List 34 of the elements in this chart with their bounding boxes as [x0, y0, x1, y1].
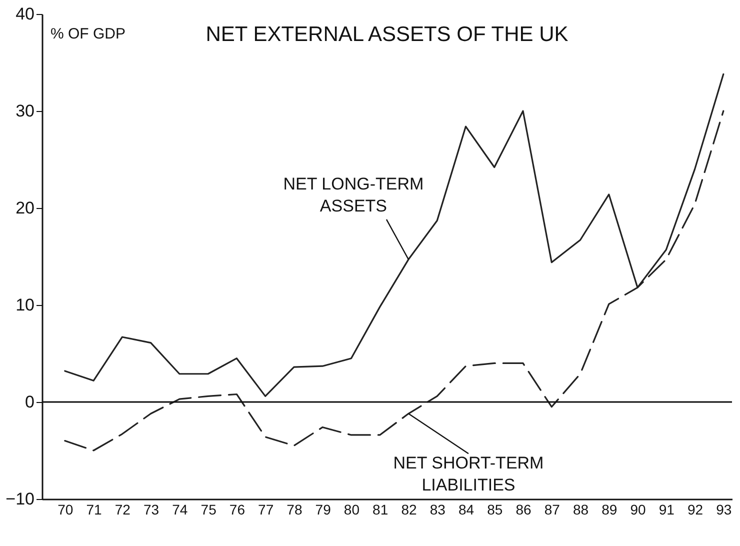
x-tick-label: 73: [144, 502, 160, 518]
x-tick-label: 82: [401, 502, 417, 518]
x-tick-label: 80: [344, 502, 360, 518]
series-label: NET LONG-TERM ASSETS: [283, 174, 424, 216]
x-tick-label: 83: [430, 502, 446, 518]
y-tick-label: −10: [6, 490, 34, 508]
x-tick-label: 74: [172, 502, 188, 518]
x-tick-label: 89: [602, 502, 618, 518]
y-tick-label: 40: [16, 4, 34, 24]
y-tick-label: 30: [16, 102, 34, 120]
x-tick-label: 77: [258, 502, 274, 518]
x-tick-label: 91: [658, 502, 675, 518]
x-tick-label: 76: [229, 502, 246, 518]
x-tick-label: 87: [544, 502, 560, 518]
x-tick-label: 90: [630, 502, 646, 518]
x-tick-label: 71: [86, 502, 102, 518]
x-tick-label: 79: [315, 502, 332, 518]
x-tick-label: 70: [58, 502, 74, 518]
x-tick-label: 84: [458, 502, 474, 518]
x-tick-label: 81: [372, 502, 388, 518]
x-tick-label: 92: [687, 502, 704, 518]
y-tick-label: 0: [25, 392, 34, 412]
chart-title: NET EXTERNAL ASSETS OF THE UK: [206, 23, 568, 46]
x-tick-label: 85: [487, 502, 503, 518]
x-tick-label: 78: [286, 502, 302, 518]
series-label: NET SHORT-TERM LIABILITIES: [393, 454, 544, 495]
y-tick-label: 10: [16, 296, 34, 314]
y-tick-label: 20: [16, 198, 34, 218]
x-tick-label: 93: [716, 502, 732, 518]
x-tick-label: 75: [200, 502, 217, 518]
x-tick-label: 86: [516, 502, 532, 518]
y-axis-title: % OF GDP: [50, 26, 126, 42]
x-tick-label: 88: [572, 502, 589, 518]
x-tick-label: 72: [114, 502, 131, 518]
